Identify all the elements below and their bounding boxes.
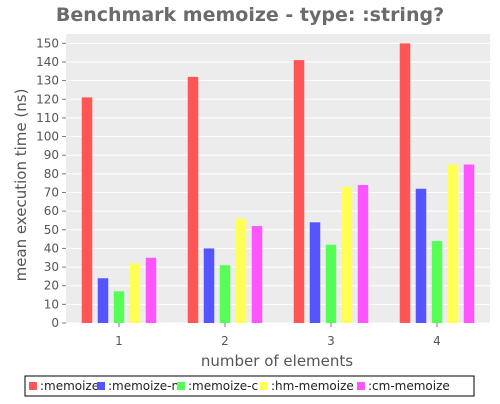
y-tick-label: 150 <box>36 36 59 50</box>
bar <box>81 97 93 323</box>
bar <box>187 76 199 323</box>
bar <box>219 265 231 323</box>
y-tick-label: 100 <box>36 130 59 144</box>
y-tick-label: 90 <box>44 148 59 162</box>
legend-label: :hm-memoize <box>271 379 354 393</box>
bar <box>235 218 247 323</box>
bar <box>357 185 369 323</box>
legend-swatch <box>357 382 365 390</box>
legend-swatch <box>29 382 37 390</box>
chart-title: Benchmark memoize - type: :string? <box>56 4 444 26</box>
bar <box>463 164 475 323</box>
bars <box>81 43 475 324</box>
y-tick-label: 80 <box>44 167 59 181</box>
bar <box>129 263 141 323</box>
y-tick-label: 130 <box>36 74 59 88</box>
y-axis-label: mean execution time (ns) <box>12 89 30 282</box>
bar <box>341 186 353 323</box>
bar <box>97 278 109 323</box>
y-tick-label: 120 <box>36 92 59 106</box>
legend-label: :memoize-c <box>188 379 258 393</box>
bar <box>251 226 263 323</box>
bar <box>431 240 443 323</box>
y-tick-label: 60 <box>44 204 59 218</box>
x-tick-label: 2 <box>221 334 229 348</box>
y-tick-label: 110 <box>36 111 59 125</box>
y-tick-label: 70 <box>44 185 59 199</box>
y-tick-label: 0 <box>51 316 59 330</box>
y-tick-label: 10 <box>44 297 59 311</box>
bar <box>293 60 305 324</box>
plot-area <box>66 34 490 323</box>
x-tick-label: 3 <box>327 334 335 348</box>
bar <box>309 222 321 323</box>
x-axis-label: number of elements <box>201 352 353 370</box>
legend-swatch <box>177 382 185 390</box>
x-axis-ticks: 1 2 3 4 <box>115 323 441 348</box>
bar <box>447 164 459 323</box>
y-tick-label: 30 <box>44 260 59 274</box>
legend-swatch <box>97 382 105 390</box>
bar <box>203 248 215 323</box>
y-tick-label: 40 <box>44 241 59 255</box>
legend-swatch <box>260 382 268 390</box>
y-tick-label: 50 <box>44 223 59 237</box>
legend: :memoize :memoize-n :memoize-c :hm-memoize:… <box>24 375 475 397</box>
x-tick-label: 4 <box>433 334 441 348</box>
bar <box>399 43 411 324</box>
y-tick-label: 20 <box>44 279 59 293</box>
x-tick-label: 1 <box>115 334 123 348</box>
legend-label: :cm-memoize <box>368 379 450 393</box>
y-axis-ticks: 0 10 20 30 40 50 60 70 80 90 100 110 120 130 140 150 <box>36 36 66 330</box>
y-tick-label: 140 <box>36 55 59 69</box>
bar <box>415 188 427 323</box>
legend-label: :memoize <box>40 379 99 393</box>
bar <box>113 291 125 323</box>
bar <box>145 257 157 323</box>
legend-label: :memoize-n <box>108 379 179 393</box>
legend-box <box>24 375 475 397</box>
bar <box>325 244 337 323</box>
